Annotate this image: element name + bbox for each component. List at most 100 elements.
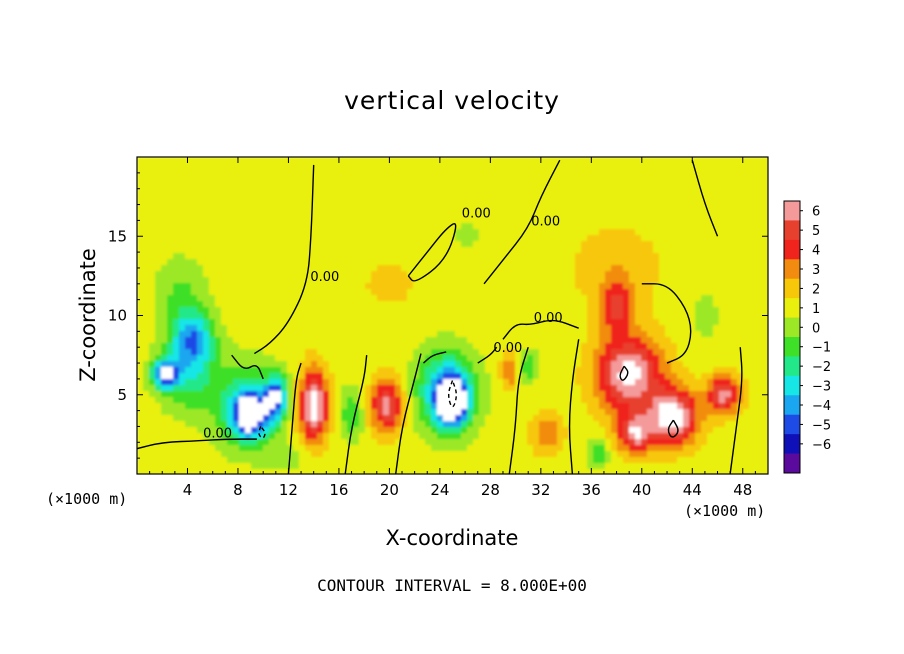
heatmap-cell xyxy=(299,157,306,164)
heatmap-cell xyxy=(611,379,618,386)
heatmap-cell xyxy=(641,337,648,344)
heatmap-cell xyxy=(653,355,660,362)
heatmap-cell xyxy=(191,355,198,362)
heatmap-cell xyxy=(209,397,216,404)
heatmap-cell xyxy=(515,187,522,194)
heatmap-cell xyxy=(227,415,234,422)
heatmap-cell xyxy=(305,259,312,266)
heatmap-cell xyxy=(233,319,240,326)
heatmap-cell xyxy=(533,415,540,422)
heatmap-cell xyxy=(599,259,606,266)
heatmap-cell xyxy=(401,337,408,344)
heatmap-cell xyxy=(713,397,720,404)
heatmap-cell xyxy=(209,193,216,200)
heatmap-cell xyxy=(371,403,378,410)
heatmap-cell xyxy=(623,169,630,176)
heatmap-cell xyxy=(155,313,162,320)
heatmap-cell xyxy=(281,319,288,326)
heatmap-cell xyxy=(539,289,546,296)
heatmap-cell xyxy=(173,385,180,392)
heatmap-cell xyxy=(593,289,600,296)
heatmap-cell xyxy=(221,295,228,302)
heatmap-cell xyxy=(257,337,264,344)
heatmap-cell xyxy=(377,427,384,434)
heatmap-cell xyxy=(167,157,174,164)
heatmap-cell xyxy=(461,397,468,404)
heatmap-cell xyxy=(371,193,378,200)
heatmap-cell xyxy=(371,253,378,260)
heatmap-cell xyxy=(653,391,660,398)
heatmap-cell xyxy=(659,157,666,164)
heatmap-cell xyxy=(629,223,636,230)
heatmap-cell xyxy=(671,223,678,230)
heatmap-cell xyxy=(413,343,420,350)
heatmap-cell xyxy=(197,199,204,206)
heatmap-cell xyxy=(617,229,624,236)
heatmap-cell xyxy=(395,331,402,338)
heatmap-cell xyxy=(359,217,366,224)
heatmap-cell xyxy=(299,271,306,278)
heatmap-cell xyxy=(293,415,300,422)
heatmap-cell xyxy=(203,379,210,386)
heatmap-cell xyxy=(713,319,720,326)
heatmap-cell xyxy=(401,349,408,356)
heatmap-cell xyxy=(347,283,354,290)
heatmap-cell xyxy=(449,277,456,284)
heatmap-cell xyxy=(437,253,444,260)
heatmap-cell xyxy=(527,271,534,278)
heatmap-cell xyxy=(323,175,330,182)
heatmap-cell xyxy=(449,319,456,326)
heatmap-cell xyxy=(179,367,186,374)
heatmap-cell xyxy=(671,241,678,248)
heatmap-cell xyxy=(485,295,492,302)
heatmap-cell xyxy=(263,379,270,386)
heatmap-cell xyxy=(545,397,552,404)
heatmap-cell xyxy=(551,331,558,338)
heatmap-cell xyxy=(239,187,246,194)
heatmap-cell xyxy=(563,157,570,164)
heatmap-cell xyxy=(335,331,342,338)
heatmap-cell xyxy=(563,181,570,188)
heatmap-cell xyxy=(443,373,450,380)
heatmap-cell xyxy=(377,397,384,404)
heatmap-cell xyxy=(161,217,168,224)
heatmap-cell xyxy=(431,187,438,194)
heatmap-cell xyxy=(533,235,540,242)
heatmap-cell xyxy=(305,199,312,206)
heatmap-cell xyxy=(359,313,366,320)
heatmap-cell xyxy=(641,319,648,326)
heatmap-cell xyxy=(191,379,198,386)
heatmap-cell xyxy=(383,259,390,266)
heatmap-cell xyxy=(269,241,276,248)
heatmap-cell xyxy=(311,403,318,410)
heatmap-cell xyxy=(371,277,378,284)
heatmap-cell xyxy=(689,283,696,290)
heatmap-cell xyxy=(395,397,402,404)
heatmap-cell xyxy=(701,415,708,422)
heatmap-cell xyxy=(425,361,432,368)
heatmap-cell xyxy=(293,391,300,398)
heatmap-cell xyxy=(761,415,768,422)
heatmap-cell xyxy=(533,199,540,206)
heatmap-cell xyxy=(329,181,336,188)
heatmap-cell xyxy=(521,433,528,440)
heatmap-cell xyxy=(545,349,552,356)
heatmap-cell xyxy=(749,211,756,218)
heatmap-cell xyxy=(437,409,444,416)
heatmap-cell xyxy=(209,211,216,218)
heatmap-cell xyxy=(491,229,498,236)
heatmap-cell xyxy=(611,301,618,308)
heatmap-cell xyxy=(479,193,486,200)
heatmap-cell xyxy=(407,301,414,308)
heatmap-cell xyxy=(617,379,624,386)
heatmap-cell xyxy=(755,211,762,218)
heatmap-cell xyxy=(479,385,486,392)
heatmap-cell xyxy=(725,373,732,380)
heatmap-cell xyxy=(581,193,588,200)
heatmap-cell xyxy=(647,301,654,308)
heatmap-cell xyxy=(623,367,630,374)
heatmap-cell xyxy=(149,169,156,176)
heatmap-cell xyxy=(311,295,318,302)
heatmap-cell xyxy=(275,385,282,392)
heatmap-cell xyxy=(323,325,330,332)
